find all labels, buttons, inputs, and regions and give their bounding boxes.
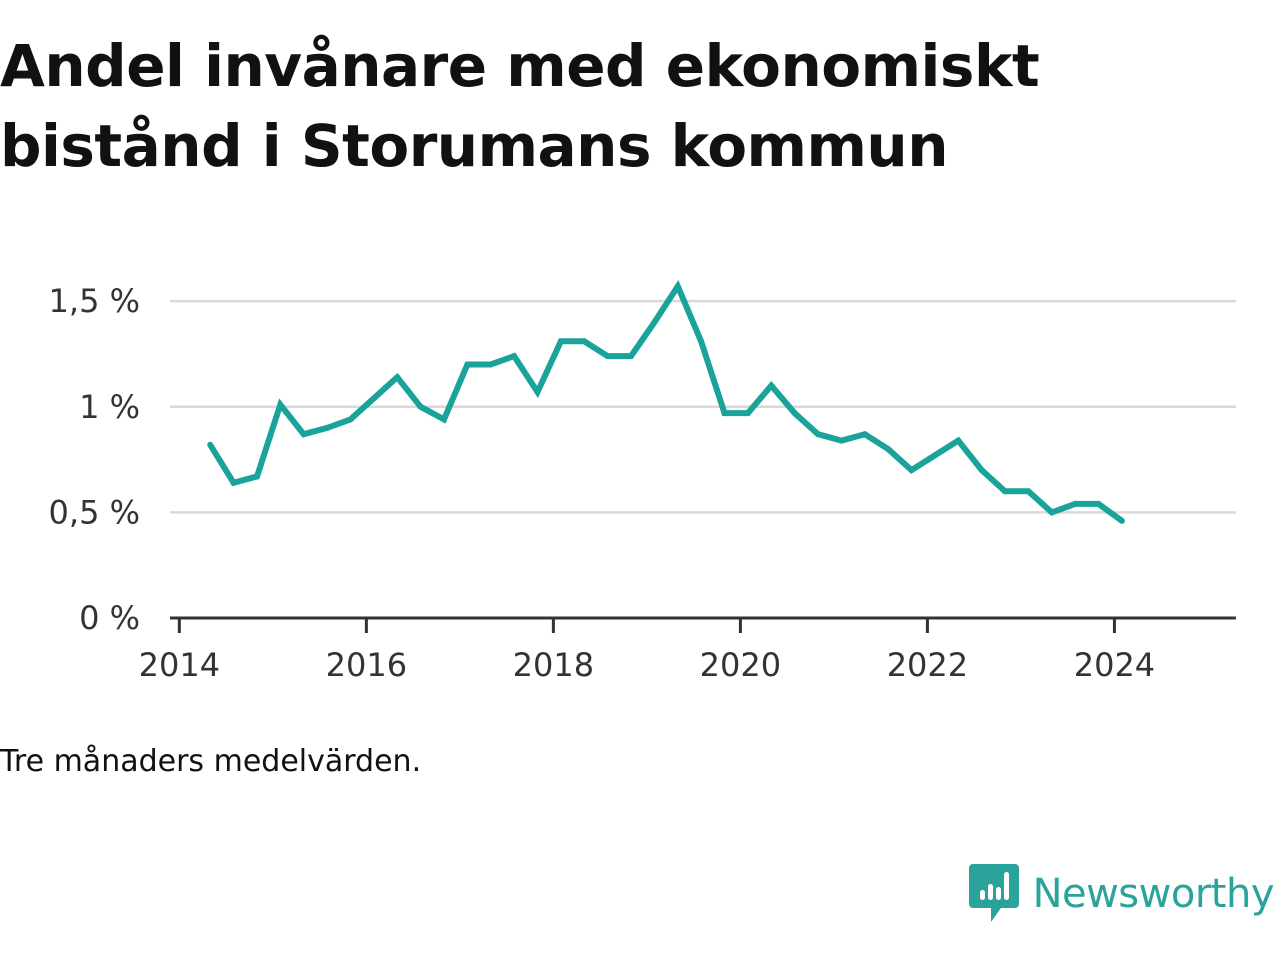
data-point: [487, 361, 494, 368]
data-point: [698, 338, 705, 345]
data-point: [627, 353, 634, 360]
data-point: [440, 416, 447, 423]
data-point: [768, 382, 775, 389]
x-tick-label: 2018: [513, 646, 594, 684]
data-point: [581, 338, 588, 345]
x-tick-label: 2020: [700, 646, 781, 684]
data-point: [557, 338, 564, 345]
data-point: [464, 361, 471, 368]
y-tick-label: 0,5 %: [49, 493, 140, 531]
data-point: [1072, 500, 1079, 507]
bar-chart-speech-bubble-icon: [968, 864, 1019, 922]
y-tick-label: 1,5 %: [49, 282, 140, 320]
y-tick-label: 1 %: [79, 388, 140, 426]
data-point: [651, 319, 658, 326]
data-point: [1002, 488, 1009, 495]
data-point: [207, 441, 214, 448]
data-point: [885, 446, 892, 452]
chart-note: Tre månaders medelvärden.: [0, 744, 422, 779]
data-point: [955, 437, 962, 444]
x-tick-label: 2016: [326, 646, 407, 684]
data-point: [861, 431, 868, 438]
y-tick-label: 0 %: [79, 599, 140, 637]
x-tick-label: 2024: [1074, 646, 1155, 684]
data-point: [908, 467, 915, 474]
data-point: [815, 431, 822, 438]
brand-logo: Newsworthy: [968, 864, 1275, 924]
x-tick-label: 2022: [887, 646, 968, 684]
data-point: [721, 410, 728, 417]
data-point: [978, 467, 985, 474]
data-point: [277, 401, 284, 408]
data-point: [674, 283, 681, 290]
data-point: [370, 395, 377, 402]
data-point: [604, 353, 611, 360]
data-point: [1118, 517, 1125, 524]
data-point: [511, 353, 518, 360]
data-point: [300, 431, 307, 438]
data-point: [838, 437, 845, 444]
line-chart: 0 % 0,5 % 1 % 1,5 % 2014 2016 2018 2020 2022 2024: [49, 280, 1236, 684]
brand-name: Newsworthy: [1032, 871, 1275, 917]
data-point: [417, 403, 424, 410]
series-line: [207, 280, 1124, 524]
data-point: [324, 424, 331, 431]
data-point: [931, 452, 938, 459]
data-point: [1025, 488, 1032, 495]
data-point: [791, 410, 798, 417]
data-point: [534, 388, 541, 395]
gridlines: [170, 299, 1236, 514]
series-layer: [207, 280, 1125, 524]
data-point: [744, 410, 751, 417]
data-point: [230, 479, 237, 486]
axes: 0 % 0,5 % 1 % 1,5 % 2014 2016 2018 2020 2022 2024: [49, 282, 1236, 684]
data-point: [347, 416, 354, 423]
data-point: [394, 374, 401, 381]
data-point: [1095, 500, 1102, 507]
x-tick-label: 2014: [139, 646, 220, 684]
chart-title: Andel invånare med ekonomiskt bistånd i …: [0, 32, 1040, 180]
data-point: [1048, 509, 1055, 516]
data-point: [253, 473, 260, 480]
